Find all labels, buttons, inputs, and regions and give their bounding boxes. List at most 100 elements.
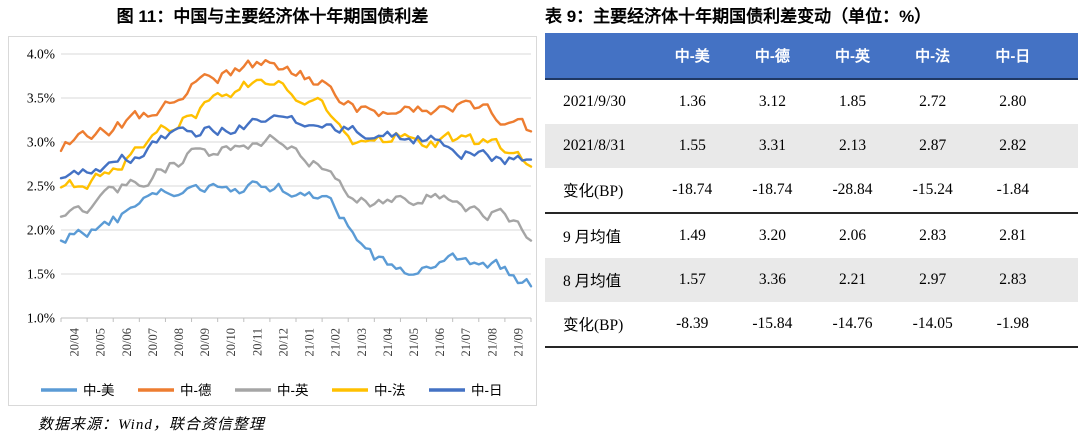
row-label: 2021/9/30 [563,93,626,110]
y-tick-label: 4.0% [27,47,55,62]
legend-label: 中-法 [374,383,406,398]
value-cell: -18.74 [732,168,813,214]
row-label: 变化(BP) [545,168,653,214]
x-tick-label: 21/06 [433,328,447,356]
x-tick-label: 20/12 [276,328,290,356]
spread-table: 中-美 中-德 中-英 中-法 中-日 2021/9/30 1.36 3.12 1.85 2.7… [545,33,1078,348]
chart-title: 图 11：中国与主要经济体十年期国债利差 [116,7,429,26]
x-tick-label: 21/07 [459,328,473,356]
header-cell: 中-法 [892,33,973,80]
value-cell: -14.76 [812,302,893,348]
y-tick-label: 3.5% [27,91,55,106]
series-line-1 [59,59,533,153]
value-cell: -1.98 [972,302,1053,348]
value-cell: 2.83 [919,227,947,244]
value-cell: -15.24 [892,168,973,214]
x-tick-label: 21/03 [355,328,369,356]
row-label: 2021/8/31 [545,124,653,168]
legend-label: 中-德 [180,383,212,398]
series-line-0 [59,180,533,288]
row-label: 8 月均值 [545,258,653,302]
legend-label: 中-美 [83,383,115,398]
header-cell: 中-日 [972,33,1053,80]
x-tick-label: 20/07 [146,328,160,356]
table-title: 表 9：主要经济体十年期国债利差变动（单位：%） [545,7,932,26]
value-cell: -28.84 [812,168,893,214]
value-cell: 3.20 [758,227,786,244]
x-tick-label: 20/08 [172,328,186,356]
table-row: 变化(BP) -18.74 -18.74 -28.84 -15.24 -1.84 [545,168,1078,214]
spacer-cell [1052,302,1078,348]
x-tick-label: 21/04 [381,327,395,356]
value-cell: 1.49 [678,227,706,244]
x-tick-label: 21/08 [485,328,499,356]
series-line-3 [59,78,533,191]
data-source-note: 数据来源：Wind，联合资信整理 [38,417,265,433]
value-cell: 2.80 [999,93,1027,110]
table-row: 8 月均值 1.57 3.36 2.21 2.97 2.83 [545,258,1078,302]
spacer-cell [1052,168,1078,214]
table-row: 2021/9/30 1.36 3.12 1.85 2.72 2.80 [545,79,1078,124]
value-cell: 2.06 [838,227,867,244]
series-lines [59,59,533,288]
x-tick-label: 20/10 [224,328,238,356]
spread-table-header: 中-美 中-德 中-英 中-法 中-日 [545,33,1078,80]
value-cell: 2.13 [812,124,893,168]
y-tick-label: 1.5% [27,267,55,282]
header-cell-spacer [1052,33,1078,80]
value-cell: -1.84 [972,168,1053,214]
table-row: 9 月均值 1.49 3.20 2.06 2.83 2.81 [545,213,1078,258]
y-tick-label: 2.0% [27,223,55,238]
value-cell: 3.31 [732,124,813,168]
value-cell: -14.05 [892,302,973,348]
y-tick-label: 2.5% [27,179,55,194]
table-row: 变化(BP) -8.39 -15.84 -14.76 -14.05 -1.98 [545,302,1078,348]
x-tick-label: 21/01 [303,328,317,356]
x-tick-label: 21/02 [329,328,343,356]
x-tick-label: 20/05 [94,328,108,356]
value-cell: -15.84 [732,302,813,348]
spread-table-body: 2021/9/30 1.36 3.12 1.85 2.72 2.80 2021/8/31 1.… [545,79,1078,348]
value-cell: 2.87 [892,124,973,168]
legend-label: 中-日 [471,383,503,398]
chart-area: 4.0% 3.5% 3.0% 2.5% 2.0% 1.5% 1.0% 20/04 20/05 20… [8,36,537,406]
bond-spread-line-chart: 4.0% 3.5% 3.0% 2.5% 2.0% 1.5% 1.0% 20/04 20/05 20… [27,47,533,398]
header-cell: 中-德 [732,33,813,80]
spacer-cell [1052,124,1078,168]
value-cell: 3.12 [758,93,786,110]
table-row: 2021/8/31 1.55 3.31 2.13 2.87 2.82 [545,124,1078,168]
gridlines [61,53,531,275]
spacer-cell [1052,258,1078,302]
value-cell: -8.39 [652,302,733,348]
legend-label: 中-英 [277,382,309,398]
x-tick-label: 20/09 [198,328,212,356]
series-line-2 [59,133,533,242]
row-label: 9 月均值 [563,229,622,246]
series-line-4 [59,114,533,180]
spacer-cell [1053,79,1078,124]
header-cell: 中-英 [812,33,893,80]
value-cell: 1.55 [652,124,733,168]
value-cell: 2.81 [999,227,1027,244]
spacer-cell [1053,213,1078,258]
chart-legend: 中-美 中-德 中-英 中-法 中-日 [41,382,503,398]
x-tick-label: 20/11 [250,328,264,356]
y-tick-label: 3.0% [27,135,55,150]
value-cell: -18.74 [652,168,733,214]
value-cell: 3.36 [732,258,813,302]
header-cell: 中-美 [652,33,733,80]
value-cell: 1.57 [652,258,733,302]
value-cell: 1.36 [678,93,706,110]
value-cell: 2.82 [972,124,1053,168]
value-cell: 2.83 [972,258,1053,302]
value-cell: 2.97 [892,258,973,302]
x-tick-label: 21/05 [407,328,421,356]
y-tick-label: 1.0% [27,311,55,326]
x-tick-label: 20/04 [68,327,82,356]
y-axis-labels: 4.0% 3.5% 3.0% 2.5% 2.0% 1.5% 1.0% [27,47,55,326]
x-tick-label: 21/09 [511,328,525,356]
value-cell: 1.85 [838,93,867,110]
value-cell: 2.72 [919,93,947,110]
x-tick-label: 20/06 [120,328,134,356]
